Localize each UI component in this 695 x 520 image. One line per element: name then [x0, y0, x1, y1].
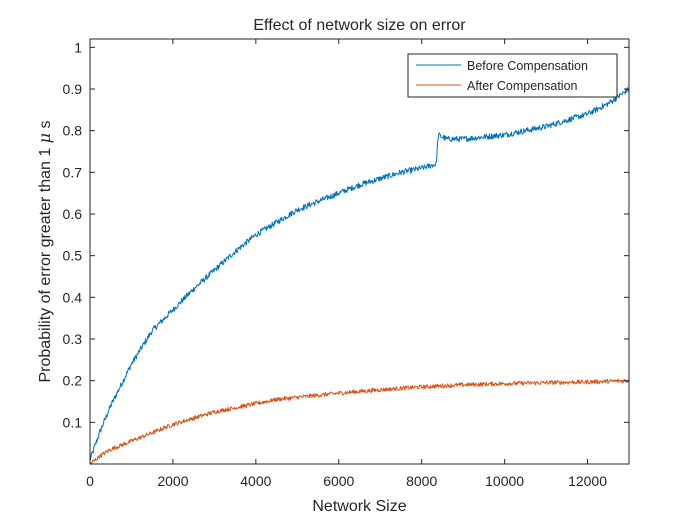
- x-axis-ticks: 0 2000 4000 6000 8000 10000 12000: [86, 39, 607, 489]
- legend-label-before: Before Compensation: [467, 59, 588, 73]
- x-tick-label: 12000: [568, 473, 607, 489]
- y-tick-label: 0.1: [63, 414, 83, 430]
- series-line-before-compensation: [89, 87, 630, 460]
- y-tick-label: 0.9: [63, 81, 83, 97]
- series-layer: [89, 87, 630, 464]
- chart-title: Effect of network size on error: [253, 17, 466, 34]
- y-tick-label: 0.2: [63, 373, 83, 389]
- x-axis-label: Network Size: [312, 498, 406, 515]
- legend-label-after: After Compensation: [467, 79, 578, 93]
- y-tick-label: 0.6: [63, 206, 83, 222]
- y-tick-label: 0.5: [63, 248, 83, 264]
- legend-box: [407, 53, 618, 98]
- y-axis-label-mu-symbol: μ: [35, 133, 54, 143]
- x-tick-label: 6000: [323, 473, 354, 489]
- y-tick-label: 0.8: [63, 123, 83, 139]
- x-tick-label: 4000: [240, 473, 271, 489]
- y-tick-label: 0.7: [63, 164, 83, 180]
- y-axis-label: Probability of error greater than 1 μ s: [35, 120, 54, 382]
- y-axis-ticks: 0.1 0.2 0.3 0.4 0.5 0.6 0.7 0.8 0.9 1: [63, 39, 629, 430]
- legend: Before Compensation After Compensation: [407, 53, 618, 98]
- plot-area: [90, 39, 629, 464]
- y-axis-label-suffix: s: [37, 120, 54, 132]
- y-tick-label: 1: [74, 39, 82, 55]
- y-tick-label: 0.4: [63, 289, 83, 305]
- x-tick-label: 10000: [485, 473, 524, 489]
- y-tick-label: 0.3: [63, 331, 83, 347]
- x-tick-label: 8000: [406, 473, 437, 489]
- axes-box: [89, 38, 630, 465]
- x-tick-label: 0: [86, 473, 94, 489]
- y-axis-label-prefix: Probability of error greater than 1: [37, 143, 54, 382]
- series-line-after-compensation: [89, 378, 630, 464]
- x-tick-label: 2000: [157, 473, 188, 489]
